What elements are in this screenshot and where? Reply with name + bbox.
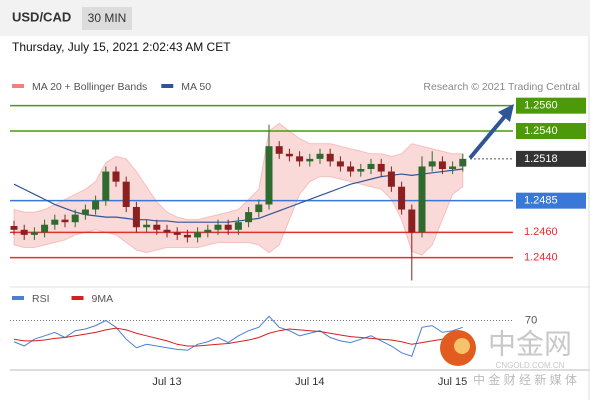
candle-body [367, 163, 375, 169]
candle-body [153, 224, 161, 230]
candle-body [122, 181, 130, 207]
timeframe[interactable]: 30 MIN [88, 11, 127, 25]
candle-body [92, 200, 100, 210]
level-label-box [516, 97, 586, 114]
target-arrow-head [498, 104, 514, 122]
candle-body [102, 171, 110, 201]
candle-body [214, 224, 222, 230]
candle-body [398, 186, 406, 210]
level-label: 1.2540 [524, 125, 558, 137]
legend-swatch [71, 296, 84, 300]
candle-body [163, 229, 171, 233]
candle-body [347, 166, 355, 172]
candle-body [194, 232, 202, 238]
bollinger-band [13, 122, 464, 256]
level-label-box [516, 150, 586, 167]
candle-body [234, 222, 242, 230]
candle-body [255, 204, 263, 213]
candle-body [51, 219, 59, 225]
candle-body [10, 226, 18, 230]
watermark-logo-inner [454, 338, 470, 354]
candle-body [204, 229, 212, 233]
level-label: 1.2560 [524, 100, 558, 112]
level-label: 1.2440 [524, 252, 558, 264]
candle-body [132, 207, 140, 228]
legend-swatch [161, 84, 174, 88]
watermark-site: CNGOLD.COM.CN [496, 361, 565, 370]
candle-body [428, 161, 436, 167]
level-label-box [516, 192, 586, 209]
candle-body [30, 232, 38, 235]
timeframe-box[interactable] [82, 7, 132, 30]
candle-body [377, 163, 385, 172]
candle-body [459, 158, 467, 167]
legend-label: MA 20 + Bollinger Bands [32, 81, 147, 93]
candle-body [316, 153, 324, 159]
candle-body [173, 232, 181, 235]
candle-body [296, 156, 304, 162]
target-arrow [468, 113, 508, 160]
candle-body [183, 234, 191, 238]
watermark: 中金网 CNGOLD.COM.CN 中 金 财 经 新 媒 体 [440, 328, 577, 387]
legend-label: MA 50 [181, 81, 211, 93]
candle-body [387, 171, 395, 187]
level-label-box [516, 123, 586, 139]
legend-label: RSI [32, 293, 50, 305]
y-tick-label: 70 [525, 314, 537, 326]
legend-swatch [12, 84, 24, 88]
candle-body [285, 153, 293, 157]
symbol: USD/CAD [12, 9, 71, 24]
candle-body [265, 146, 273, 205]
x-tick-label: Jul 13 [152, 376, 181, 388]
candle-body [449, 166, 457, 169]
indicator-line [13, 327, 463, 347]
indicator-line [13, 315, 463, 357]
candle-body [41, 224, 49, 233]
watermark-slogan: 中 金 财 经 新 媒 体 [473, 372, 577, 387]
candle-body [357, 169, 365, 172]
candle-body [245, 212, 253, 223]
level-label: 1.2485 [524, 195, 558, 207]
credit: Research © 2021 Trading Central [423, 81, 580, 93]
legend-swatch [12, 296, 24, 300]
x-tick-label: Jul 14 [295, 376, 324, 388]
candle-body [408, 209, 416, 233]
watermark-brand: 中金网 [488, 328, 572, 359]
candle-body [418, 166, 426, 233]
candle-body [81, 209, 89, 215]
x-tick-label: Jul 15 [438, 376, 467, 388]
candle-body [71, 214, 79, 223]
level-label: 1.2460 [524, 226, 558, 238]
timestamp: Thursday, July 15, 2021 2:02:43 AM CET [12, 40, 231, 54]
candle-body [326, 153, 334, 162]
candle-body [143, 224, 151, 228]
candle-body [20, 229, 28, 235]
level-label: 1.2518 [524, 153, 558, 165]
candle-body [438, 161, 446, 169]
legend-label: 9MA [92, 293, 114, 305]
candle-body [112, 171, 120, 182]
candle-body [61, 219, 69, 223]
candle-body [336, 161, 344, 167]
candle-body [275, 146, 283, 154]
candle-body [224, 224, 232, 230]
candle-body [306, 158, 314, 162]
